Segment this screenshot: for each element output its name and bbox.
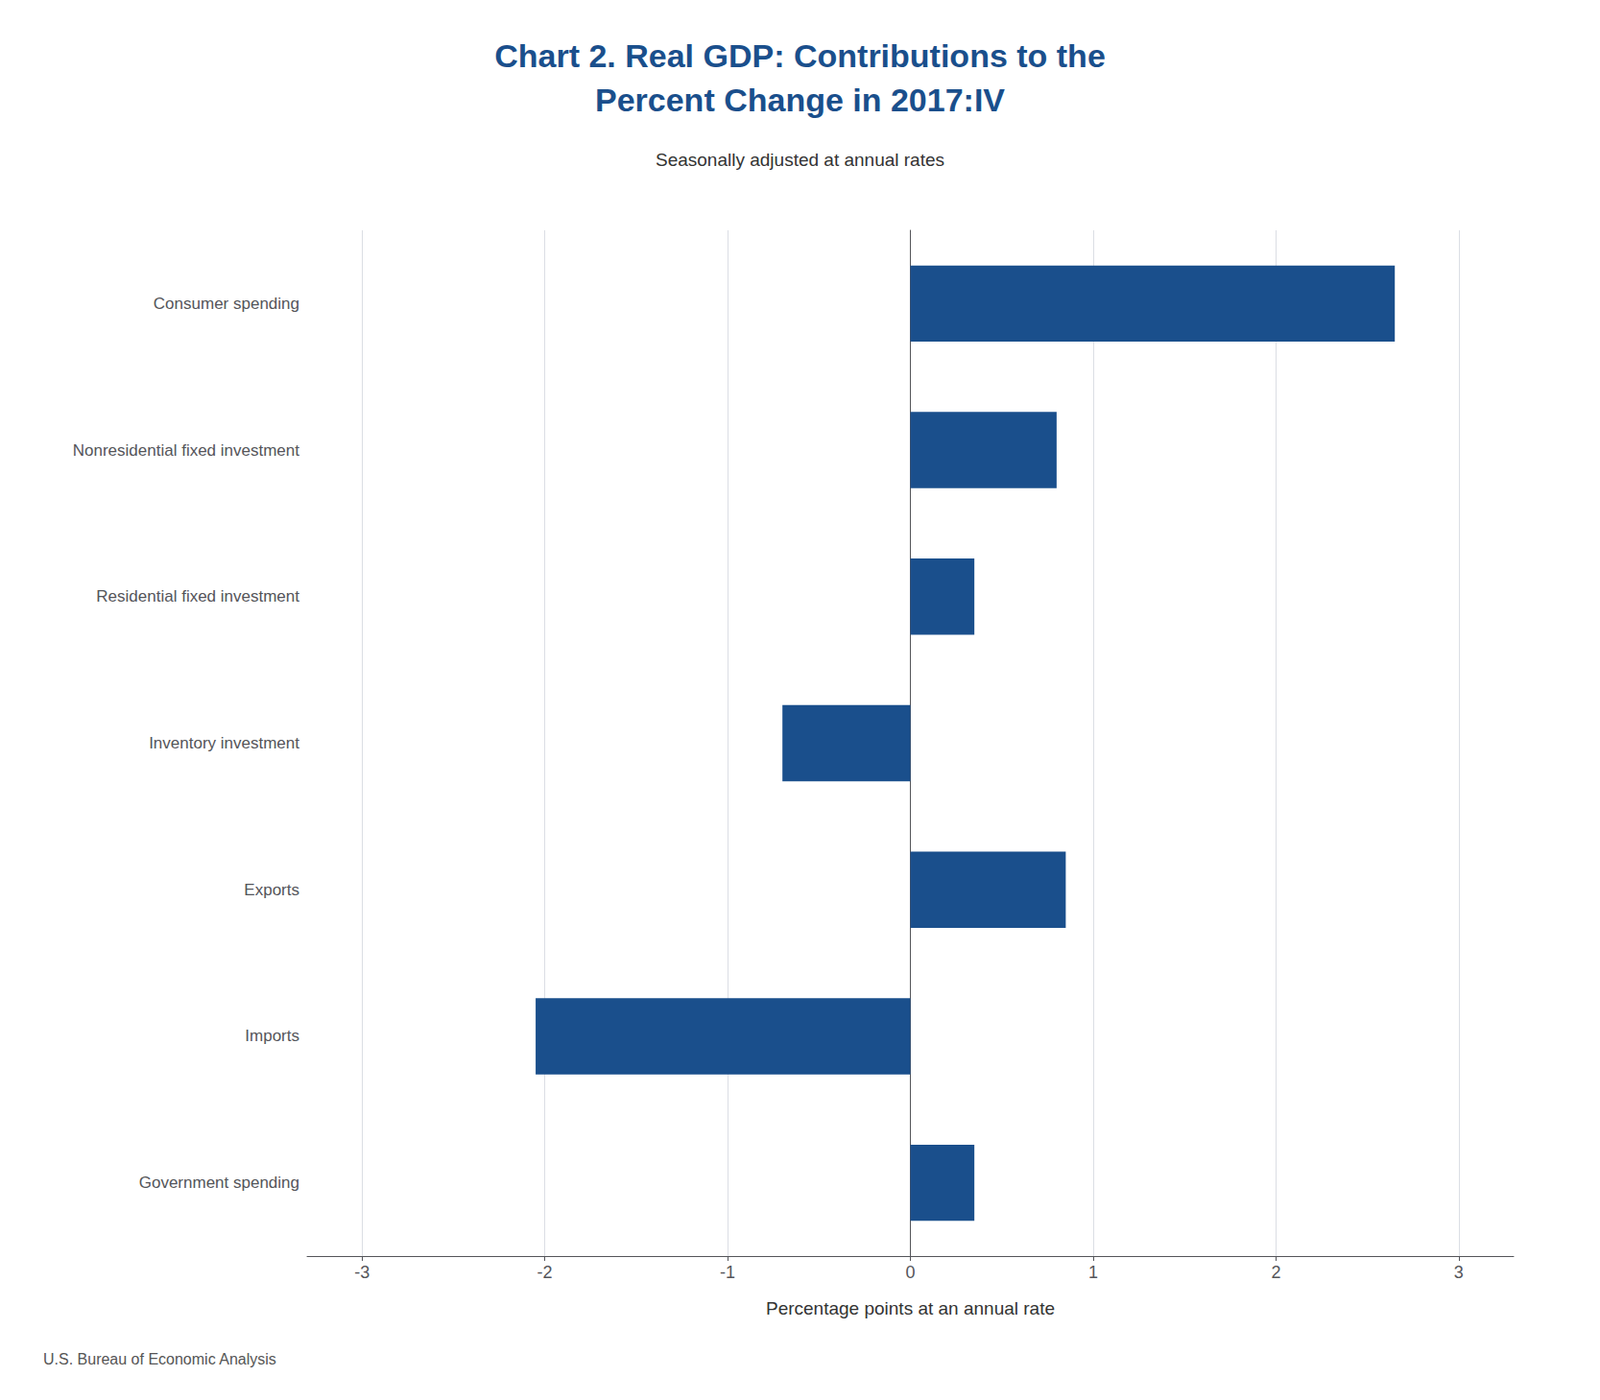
svg-text:-3: -3 xyxy=(354,1263,370,1283)
svg-text:3: 3 xyxy=(1454,1263,1464,1283)
svg-text:Government spending: Government spending xyxy=(139,1173,300,1193)
svg-text:-2: -2 xyxy=(537,1263,553,1283)
svg-text:U.S. Bureau of Economic Analys: U.S. Bureau of Economic Analysis xyxy=(43,1351,277,1368)
svg-text:Nonresidential fixed investmen: Nonresidential fixed investment xyxy=(72,441,301,460)
svg-text:Residential fixed investment: Residential fixed investment xyxy=(95,587,300,606)
svg-text:Inventory investment: Inventory investment xyxy=(148,734,300,753)
svg-text:2: 2 xyxy=(1270,1263,1281,1283)
svg-text:Percentage points at an annual: Percentage points at an annual rate xyxy=(765,1298,1055,1319)
svg-text:Imports: Imports xyxy=(244,1026,300,1046)
svg-text:Exports: Exports xyxy=(243,881,300,900)
svg-text:-1: -1 xyxy=(719,1263,736,1283)
svg-text:0: 0 xyxy=(905,1263,915,1283)
svg-text:1: 1 xyxy=(1088,1263,1099,1283)
svg-text:Seasonally adjusted at annual: Seasonally adjusted at annual rates xyxy=(655,149,945,170)
svg-text:Chart 2. Real GDP: Contributio: Chart 2. Real GDP: Contributions to the xyxy=(494,37,1106,74)
svg-text:Percent Change in 2017:IV: Percent Change in 2017:IV xyxy=(595,81,1005,119)
svg-text:Consumer spending: Consumer spending xyxy=(153,294,300,313)
